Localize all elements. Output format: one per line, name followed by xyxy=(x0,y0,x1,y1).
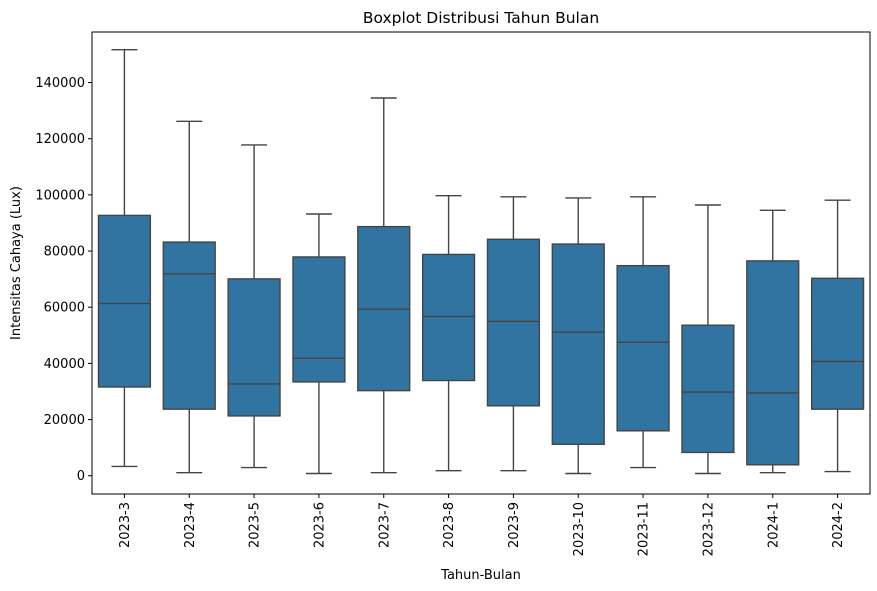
x-tick-label: 2024-2 xyxy=(831,502,846,548)
box-iqr xyxy=(746,260,800,466)
box-2023-4 xyxy=(162,120,216,474)
x-tick-label: 2023-12 xyxy=(701,502,716,556)
box-2023-11 xyxy=(616,196,670,469)
y-tick-label: 120000 xyxy=(35,132,85,147)
box-2024-1 xyxy=(746,209,800,474)
x-axis-label: Tahun-Bulan xyxy=(440,568,521,583)
y-tick-label: 80000 xyxy=(44,245,85,260)
box-iqr xyxy=(551,243,605,445)
y-tick-label: 100000 xyxy=(35,188,85,203)
box-iqr xyxy=(97,214,152,388)
box-iqr xyxy=(486,238,541,407)
box-iqr xyxy=(162,241,216,410)
x-tick-label: 2023-7 xyxy=(377,502,392,548)
x-tick-label: 2023-3 xyxy=(118,502,133,548)
box-2023-9 xyxy=(486,196,541,472)
x-tick-label: 2023-11 xyxy=(637,502,652,556)
box-2023-3 xyxy=(97,48,152,468)
chart-title: Boxplot Distribusi Tahun Bulan xyxy=(363,9,599,27)
box-2023-6 xyxy=(292,213,346,475)
plot-frame xyxy=(91,31,871,495)
box-iqr xyxy=(616,264,670,432)
box-2023-10 xyxy=(551,197,605,475)
y-tick-label: 140000 xyxy=(35,76,85,91)
box-iqr xyxy=(810,277,865,410)
box-2023-8 xyxy=(421,195,476,472)
box-2023-7 xyxy=(357,97,411,474)
x-tick-label: 2023-10 xyxy=(572,502,587,556)
x-tick-label: 2023-9 xyxy=(507,502,522,548)
x-tick-label: 2023-6 xyxy=(312,502,327,548)
y-axis-label: Intensitas Cahaya (Lux) xyxy=(9,186,24,340)
box-iqr xyxy=(292,256,346,383)
y-tick-label: 40000 xyxy=(44,357,85,372)
x-tick-label: 2024-1 xyxy=(766,502,781,548)
x-tick-label: 2023-5 xyxy=(248,502,263,548)
y-tick-label: 0 xyxy=(77,469,85,484)
x-tick-label: 2023-8 xyxy=(442,502,457,548)
box-iqr xyxy=(681,324,735,454)
box-2024-2 xyxy=(810,199,865,473)
box-2023-12 xyxy=(681,204,735,475)
box-2023-5 xyxy=(227,144,281,469)
y-tick-label: 20000 xyxy=(44,413,85,428)
x-tick-label: 2023-4 xyxy=(183,502,198,548)
box-iqr xyxy=(227,278,281,417)
y-tick-label: 60000 xyxy=(44,301,85,316)
plot-area xyxy=(97,48,865,475)
box-iqr xyxy=(421,253,476,382)
